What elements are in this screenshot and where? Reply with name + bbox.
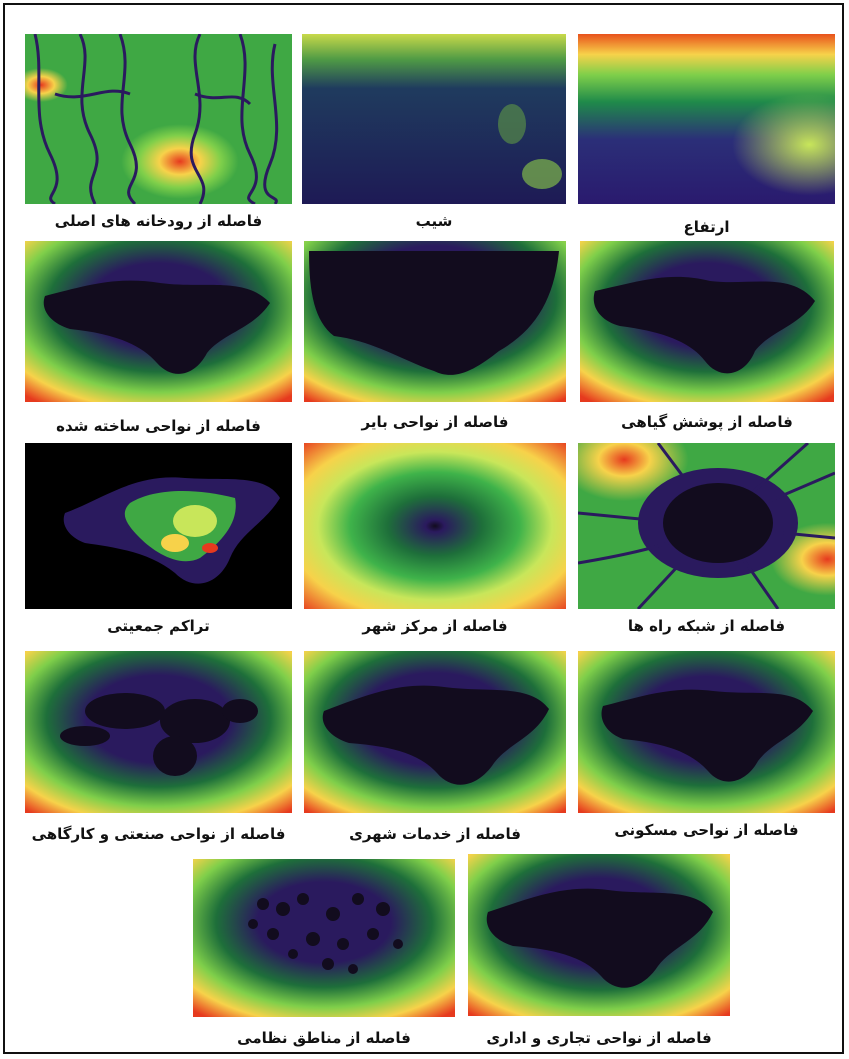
population-caption: تراکم جمعیتی	[107, 617, 210, 635]
military-caption: فاصله از مناطق نظامی	[237, 1029, 411, 1047]
built-caption: فاصله از نواحی ساخته شده	[56, 417, 261, 435]
military-distance-map-image	[193, 859, 455, 1017]
elevation-caption: ارتفاع	[683, 218, 730, 236]
population-density-map-image	[25, 443, 292, 609]
urban-services-distance-map-image	[304, 651, 566, 813]
slope-caption: شیب	[415, 212, 453, 230]
center-caption: فاصله از مرکز شهر	[362, 617, 508, 635]
figure-frame: ارتفاع شیب	[3, 3, 844, 1054]
residential-distance-map-image	[578, 651, 835, 813]
commercial-caption: فاصله از نواحی تجاری و اداری	[486, 1029, 712, 1047]
barren-distance-map-image	[304, 241, 566, 402]
city-center-distance-map-image	[304, 443, 566, 609]
slope-map-image	[302, 34, 566, 204]
barren-caption: فاصله از نواحی بایر	[361, 413, 509, 431]
industrial-caption: فاصله از نواحی صنعتی و کارگاهی	[31, 825, 286, 843]
vegetation-distance-map-image	[580, 241, 834, 402]
roads-caption: فاصله از شبکه راه ها	[627, 617, 786, 635]
roads-distance-map-image	[578, 443, 835, 609]
vegetation-caption: فاصله از پوشش گیاهی	[621, 413, 793, 431]
residential-caption: فاصله از نواحی مسکونی	[614, 821, 799, 839]
rivers-caption: فاصله از رودخانه های اصلی	[54, 212, 263, 230]
rivers-distance-map-image	[25, 34, 292, 204]
commercial-distance-map-image	[468, 854, 730, 1016]
built-area-distance-map-image	[25, 241, 292, 402]
industrial-distance-map-image	[25, 651, 292, 813]
elevation-map-image	[578, 34, 835, 204]
services-caption: فاصله از خدمات شهری	[349, 825, 521, 843]
